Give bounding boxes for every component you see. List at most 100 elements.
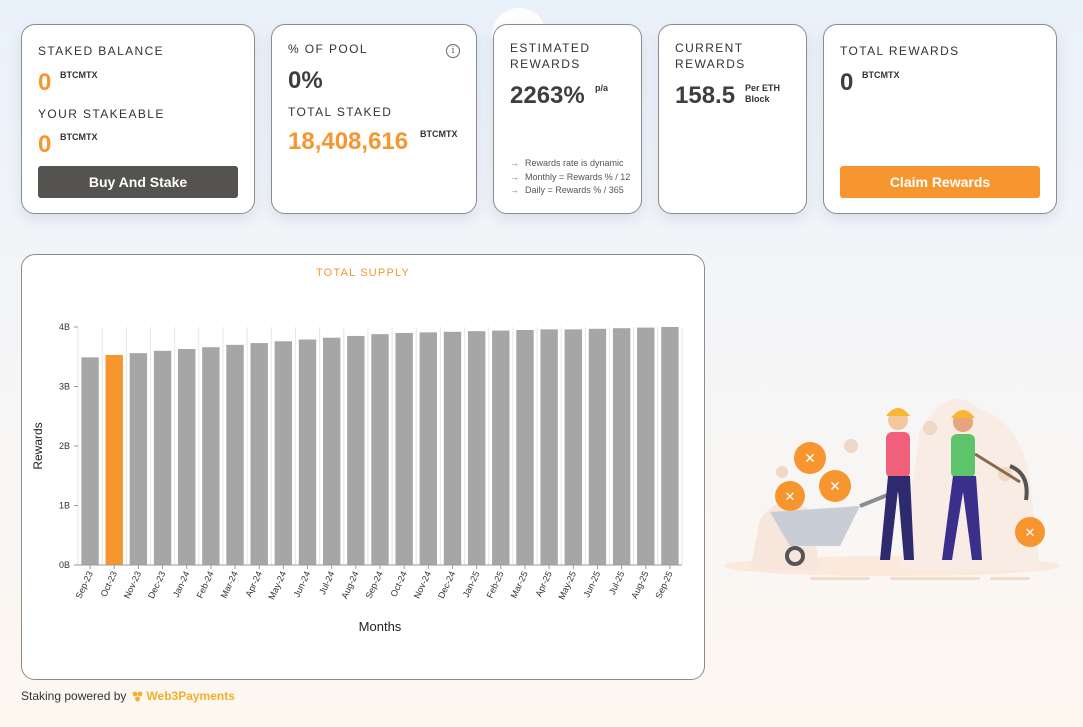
x-axis-title: Months [359,619,402,634]
x-tick-label: Sep-23 [74,570,95,601]
svg-text:✕: ✕ [829,479,841,495]
bar-sep-24 [371,334,389,565]
pool-card: % OF POOL i 0% TOTAL STAKED 18,408,616 B… [271,24,477,214]
x-tick-label: Aug-24 [339,570,360,601]
brand-name: Web3Payments [146,689,235,703]
staked-balance-card: STAKED BALANCE 0 BTCMTX YOUR STAKEABLE 0… [21,24,255,214]
footer-text: Staking powered by [21,689,127,703]
x-tick-label: Sep-25 [653,570,674,601]
miner-right [942,410,1029,560]
x-tick-label: Mar-24 [219,570,240,600]
bar-nov-24 [419,332,438,565]
bar-oct-23 [105,354,123,565]
note-item: → Daily = Rewards % / 365 [510,184,630,198]
rewards-notes: → Rewards rate is dynamic → Monthly = Rewa… [510,157,630,198]
estimated-rewards-label: ESTIMATED REWARDS [510,40,590,72]
info-icon[interactable]: i [446,44,460,58]
total-rewards-label: TOTAL REWARDS [840,44,960,58]
x-tick-label: Feb-24 [195,570,216,600]
estimated-rewards-label-line2: REWARDS [510,57,581,71]
x-tick-label: Feb-25 [484,570,505,600]
your-stakeable-label: YOUR STAKEABLE [38,107,165,121]
bar-dec-24 [443,331,462,565]
arrow-right-icon: → [510,158,519,168]
current-rewards-label-line2: REWARDS [675,57,746,71]
bar-mar-25 [516,329,534,565]
total-rewards-value: 0 [840,69,854,96]
bar-feb-25 [492,330,510,565]
x-tick-label: Sep-24 [363,570,384,601]
y-tick-label: 4B [59,322,70,332]
x-tick-label: Aug-25 [629,570,650,601]
pool-label: % OF POOL [288,42,368,56]
bar-mar-24 [226,344,244,565]
bar-apr-24 [250,343,268,565]
claim-rewards-button[interactable]: Claim Rewards [840,166,1040,198]
x-tick-label: Dec-23 [146,570,167,601]
buy-and-stake-button[interactable]: Buy And Stake [38,166,238,198]
note-text: Monthly = Rewards % / 12 [525,171,631,182]
bar-feb-24 [202,347,220,565]
current-rewards-unit-line1: Per ETH [745,83,781,93]
current-rewards-label-line1: CURRENT [675,41,744,55]
total-staked-value: 18,408,616 [288,128,409,155]
bar-may-24 [274,341,293,565]
bar-jan-25 [467,331,486,565]
arrow-right-icon: → [510,171,519,182]
your-stakeable-value: 0 [38,131,52,158]
your-stakeable-unit: BTCMTX [60,132,98,142]
total-staked-unit: BTCMTX [420,129,458,139]
x-tick-label: Jul-25 [607,570,626,596]
x-tick-label: May-24 [266,570,288,601]
ground-lines [810,577,1030,580]
x-tick-label: Jun-25 [582,570,603,599]
x-tick-label: Jan-24 [171,570,192,599]
pool-value: 0% [288,67,323,94]
x-tick-label: Jan-25 [461,570,482,599]
bar-aug-25 [637,327,655,565]
note-item: → Monthly = Rewards % / 12 [510,171,630,185]
bar-sep-23 [81,357,99,565]
x-tick-label: Jun-24 [292,570,313,599]
current-rewards-value: 158.5 [675,82,736,109]
current-rewards-label: CURRENT REWARDS [675,40,746,72]
bar-sep-25 [661,327,679,565]
chart-title: TOTAL SUPPLY [315,267,411,279]
y-tick-label: 3B [59,382,70,392]
y-tick-label: 2B [59,441,70,451]
web3payments-logo-icon [133,691,143,701]
estimated-rewards-value: 2263% [510,82,585,109]
staked-balance-unit: BTCMTX [60,70,98,80]
x-tick-label: Oct-23 [99,570,119,599]
x-tick-label: Apr-25 [533,570,553,599]
staked-balance-value: 0 [38,69,52,96]
total-supply-chart-card: TOTAL SUPPLY 0B 1B 2B 3B 4B Sep-23 Oct-23 Nov-2… [21,254,705,680]
bar-may-25 [564,329,582,565]
x-tick-label: May-25 [556,570,578,601]
y-tick-label: 1B [59,501,70,511]
svg-text:✕: ✕ [804,451,816,467]
estimated-rewards-card: ESTIMATED REWARDS 2263% p/a → Rewards rat… [493,24,642,214]
estimated-rewards-unit: p/a [595,83,609,93]
bar-oct-24 [395,332,413,565]
bar-dec-23 [153,350,172,565]
footer: Staking powered by Web3Payments [21,689,235,703]
x-tick-label: Apr-24 [244,570,264,599]
bar-jun-24 [298,339,317,565]
note-text: Rewards rate is dynamic [525,158,624,168]
bar-apr-25 [540,329,558,565]
coin-pile: ✕ ✕ ✕ ✕ [775,421,1045,547]
current-rewards-card: CURRENT REWARDS 158.5 Per ETH Block [658,24,807,214]
estimated-rewards-label-line1: ESTIMATED [510,41,591,55]
bar-jul-24 [322,337,341,565]
note-item: → Rewards rate is dynamic [510,157,630,171]
y-axis-title: Rewards [31,422,45,469]
note-text: Daily = Rewards % / 365 [525,185,624,195]
web3payments-link[interactable]: Web3Payments [132,689,235,703]
x-tick-label: Oct-24 [388,570,408,599]
miners-illustration: ✕ ✕ ✕ ✕ [724,398,1060,580]
svg-text:✕: ✕ [785,490,796,505]
svg-text:✕: ✕ [1025,526,1036,541]
total-staked-label: TOTAL STAKED [288,105,393,119]
bar-jul-25 [612,328,631,565]
